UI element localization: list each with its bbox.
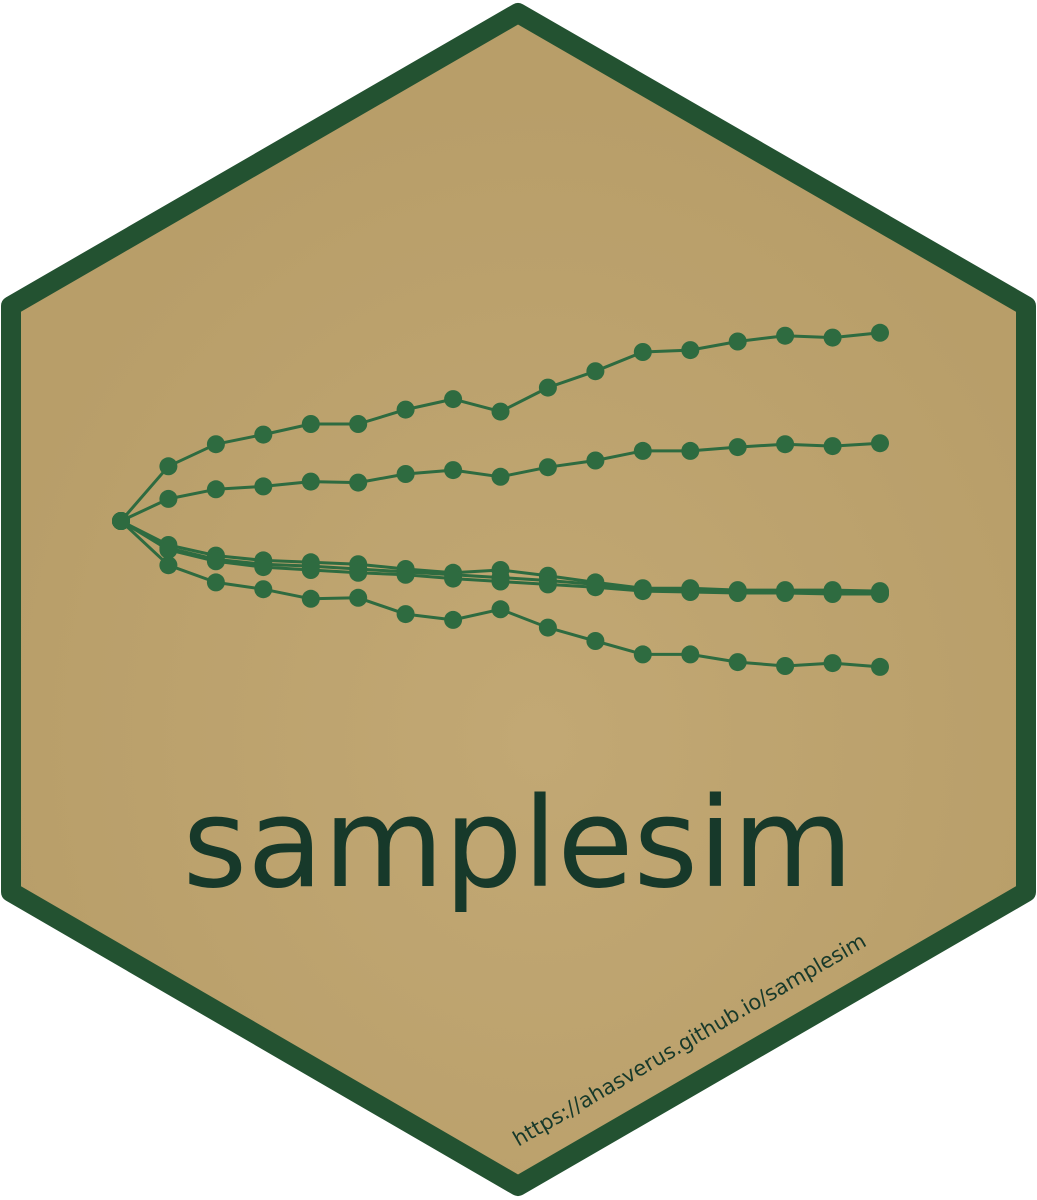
path-point: [349, 588, 368, 607]
path-point: [159, 556, 178, 575]
path-point: [681, 341, 700, 360]
path-point: [159, 457, 178, 476]
path-point: [633, 343, 652, 361]
path-point: [301, 472, 320, 491]
path-point: [633, 645, 652, 664]
path-point: [349, 473, 368, 492]
path-point: [349, 563, 368, 582]
path-point: [254, 477, 273, 496]
path-point: [776, 657, 795, 675]
path-point: [776, 435, 795, 454]
path-point: [728, 584, 747, 602]
path-point: [206, 573, 225, 592]
path-point: [586, 632, 605, 650]
path-point: [254, 580, 273, 599]
path-point: [871, 585, 889, 603]
path-point: [254, 558, 273, 577]
path-point: [681, 583, 700, 601]
path-point: [444, 569, 463, 588]
path-point: [396, 565, 415, 584]
path-point: [444, 610, 463, 629]
path-point: [871, 657, 889, 676]
path-point: [206, 480, 225, 499]
path-point: [681, 441, 700, 460]
path-point: [871, 434, 889, 453]
path-point: [444, 461, 463, 480]
path-point: [823, 585, 842, 603]
hexagon-background: [1, 3, 1036, 1196]
path-point: [823, 654, 842, 673]
path-point: [444, 390, 463, 409]
path-point: [206, 435, 225, 454]
path-point: [823, 437, 842, 456]
path-point: [112, 512, 130, 530]
path-point: [871, 323, 889, 342]
path-point: [586, 362, 605, 381]
path-point: [538, 575, 557, 594]
path-point: [301, 561, 320, 579]
path-point: [491, 402, 510, 421]
path-point: [206, 552, 225, 571]
path-point: [728, 653, 747, 672]
path-point: [159, 489, 178, 508]
path-point: [633, 441, 652, 460]
simulation-paths-plot: [112, 323, 889, 676]
path-point: [681, 645, 700, 664]
path-point: [728, 332, 747, 351]
path-point: [776, 584, 795, 602]
path-point: [491, 600, 510, 619]
path-point: [254, 425, 273, 444]
path-point: [538, 378, 557, 397]
path-point: [586, 578, 605, 597]
path-point: [159, 540, 178, 559]
path-point: [586, 451, 605, 470]
path-point: [728, 438, 747, 457]
path-point: [823, 328, 842, 347]
path-point: [491, 572, 510, 591]
path-point: [396, 605, 415, 624]
package-title: samplesim: [183, 772, 854, 916]
path-point: [301, 589, 320, 608]
path-point: [633, 582, 652, 601]
path-point: [538, 618, 557, 637]
path-point: [349, 415, 368, 433]
path-point: [396, 465, 415, 483]
path-point: [301, 415, 320, 433]
path-point: [491, 467, 510, 486]
path-point: [776, 326, 795, 345]
path-point: [396, 400, 415, 419]
path-point: [538, 458, 557, 477]
